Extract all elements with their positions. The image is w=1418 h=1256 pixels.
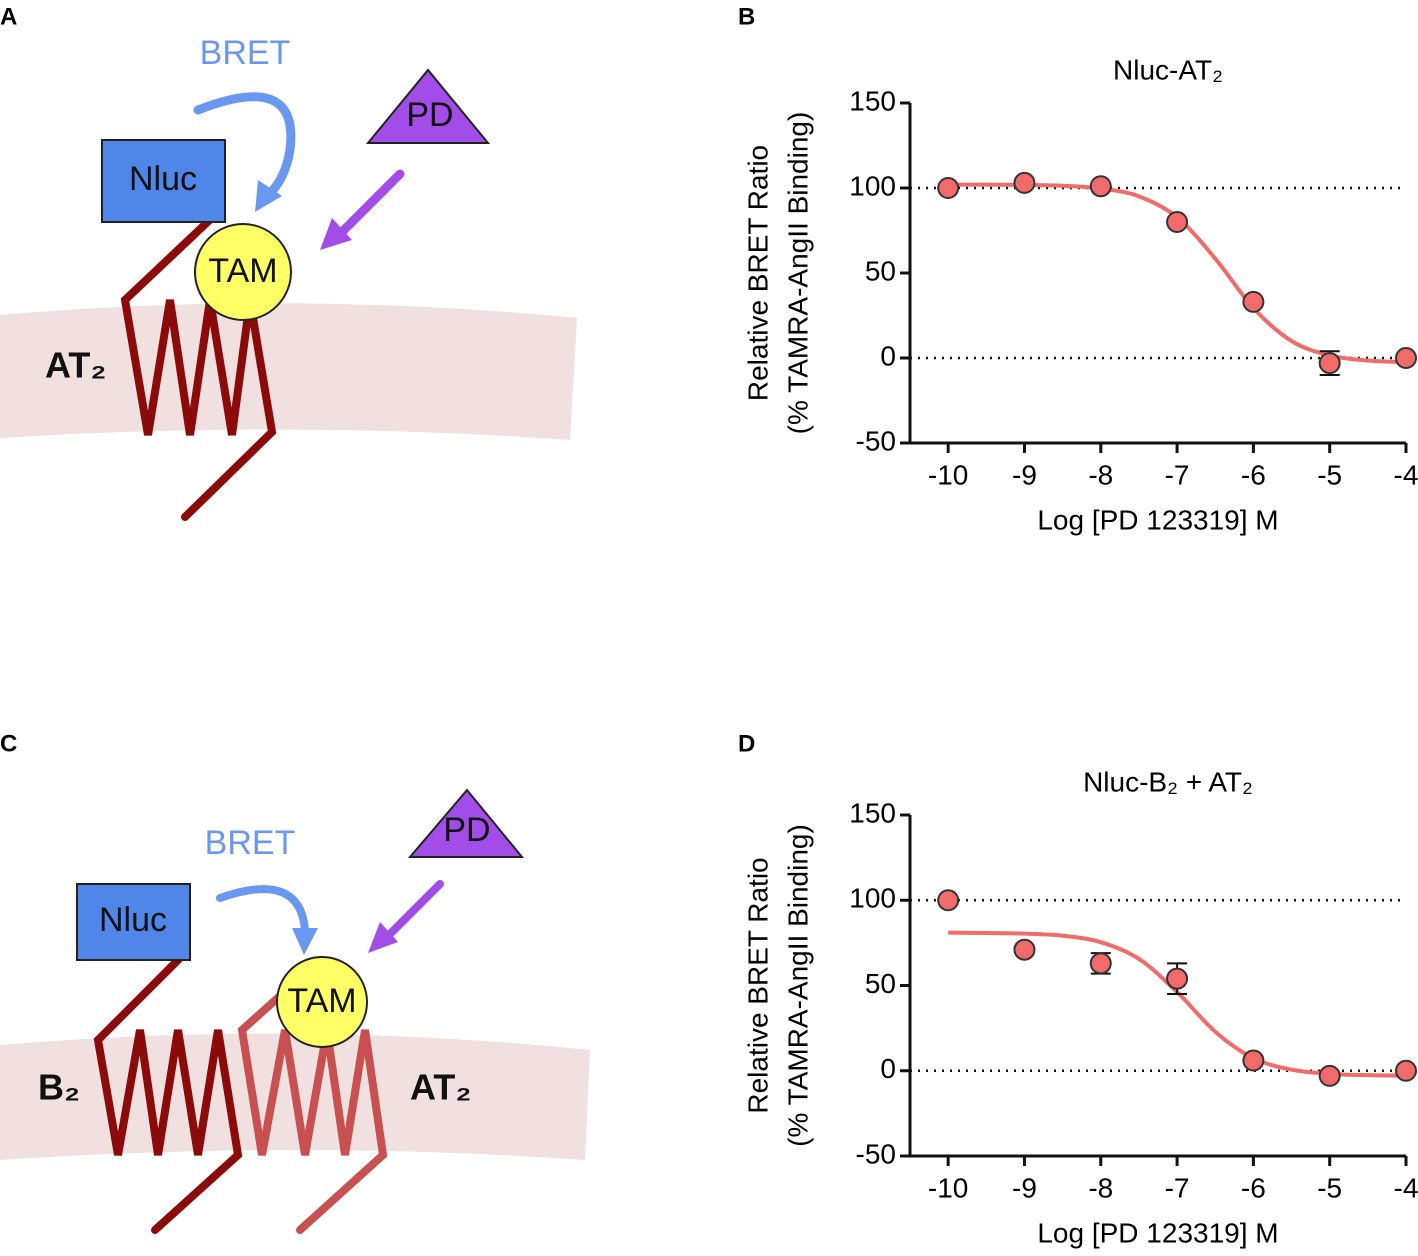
x-tick-label: -10 [928, 1172, 968, 1203]
arrow-head [320, 218, 352, 250]
receptor-label: AT₂ [410, 1067, 471, 1108]
x-tick-label: -4 [1394, 1172, 1418, 1203]
bret-label: BRET [205, 824, 296, 862]
tam-circle [276, 956, 368, 1048]
x-tick-label: -8 [1088, 1172, 1113, 1203]
nluc-box [101, 139, 226, 223]
y-tick-label: 50 [865, 255, 896, 286]
x-tick-label: -4 [1394, 459, 1418, 490]
x-tick-label: -7 [1165, 459, 1190, 490]
pd-label: PD [406, 96, 453, 134]
tam-circle [194, 223, 292, 321]
y-tick-label: 0 [880, 340, 896, 371]
bret-arrow [193, 92, 296, 200]
x-tick-label: -7 [1165, 1172, 1190, 1203]
receptor-label: AT₂ [45, 345, 106, 386]
arrow-head [368, 922, 398, 953]
data-point [1395, 347, 1417, 369]
data-point [1242, 290, 1265, 313]
pd-triangle [407, 788, 525, 858]
pd-arrow [335, 169, 405, 239]
bret-label: BRET [200, 34, 291, 72]
diagram-a: Nluc TAM BRET PD AT₂ [0, 34, 577, 521]
panel-letter: B [738, 3, 755, 30]
y-tick-label: 0 [880, 1053, 896, 1084]
y-axis-label: (% TAMRA-AngII Binding) [782, 112, 813, 435]
data-point [1318, 1064, 1341, 1087]
y-tick-label: 100 [849, 170, 896, 201]
x-axis-label: Log [PD 123319] M [1037, 1217, 1278, 1248]
pd-arrow [384, 880, 444, 940]
data-point [1395, 1059, 1417, 1082]
pd-triangle [365, 68, 491, 144]
arrow-head [292, 928, 318, 955]
data-point [937, 177, 960, 199]
chart-title: Nluc-B₂ + AT₂ [1083, 766, 1253, 797]
x-tick-label: -6 [1241, 1172, 1266, 1203]
data-point [1166, 967, 1189, 990]
nluc-label: Nluc [99, 901, 167, 939]
y-tick-label: -50 [856, 425, 896, 456]
y-axis-label: (% TAMRA-AngII Binding) [782, 824, 813, 1147]
receptor [237, 956, 388, 1234]
x-tick-label: -9 [1012, 459, 1037, 490]
y-tick-label: 150 [849, 797, 896, 828]
arrow-head [255, 180, 282, 212]
x-tick-label: -9 [1012, 1172, 1037, 1203]
panel-letter: C [0, 730, 17, 757]
receptor [93, 954, 243, 1234]
data-point [1166, 211, 1189, 233]
x-tick-label: -8 [1088, 459, 1113, 490]
panel-letter: A [0, 3, 17, 30]
data-point [1318, 352, 1341, 375]
nluc-label: Nluc [129, 160, 197, 198]
tam-label: TAM [208, 252, 277, 290]
nluc-box [76, 883, 191, 961]
x-tick-label: -5 [1317, 1172, 1342, 1203]
data-point [1013, 938, 1036, 961]
y-axis-label: Relative BRET Ratio [742, 145, 773, 401]
x-tick-label: -6 [1241, 459, 1266, 490]
x-tick-label: -10 [928, 459, 968, 490]
chart-title: Nluc-AT₂ [1113, 54, 1223, 85]
pd-label: PD [443, 811, 490, 849]
diagram-c: Nluc TAM BRET PD B₂ AT₂ [0, 788, 590, 1234]
data-point [1089, 175, 1112, 198]
y-tick-label: 100 [849, 883, 896, 914]
data-point [1242, 1049, 1265, 1072]
y-tick-label: 50 [865, 968, 896, 999]
panel-letter: D [738, 730, 755, 757]
data-point [1013, 171, 1036, 194]
data-point [937, 889, 960, 912]
bret-arrow [216, 885, 309, 934]
tam-label: TAM [287, 982, 356, 1020]
data-point [1089, 952, 1112, 975]
receptor-label: B₂ [38, 1067, 80, 1108]
y-tick-label: 150 [849, 85, 896, 116]
receptor [120, 211, 277, 521]
x-tick-label: -5 [1317, 459, 1342, 490]
y-tick-label: -50 [856, 1138, 896, 1169]
x-axis-label: Log [PD 123319] M [1037, 504, 1278, 535]
y-axis-label: Relative BRET Ratio [742, 857, 773, 1113]
